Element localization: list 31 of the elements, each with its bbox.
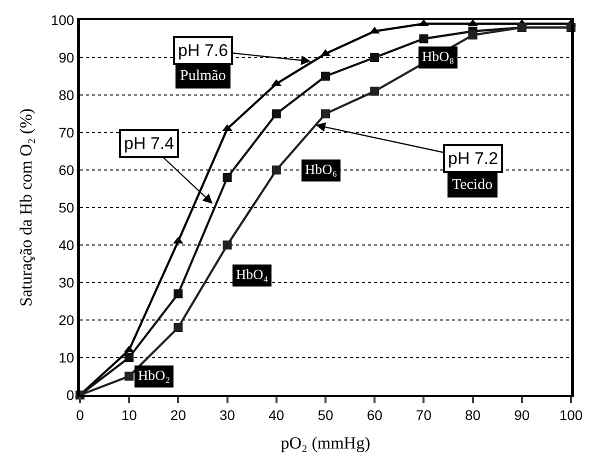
- annotation: pH 7.6 Pulmão: [178, 41, 228, 84]
- annotation: HbO₈: [422, 50, 454, 65]
- x-tick-label: 100: [559, 406, 583, 423]
- x-tick-label: 90: [514, 406, 530, 423]
- y-tick-label: 50: [58, 199, 74, 216]
- y-tick-label: 30: [58, 274, 74, 290]
- x-tick-label: 10: [121, 406, 138, 423]
- annotation: HbO₂: [138, 369, 170, 384]
- annotation: HbO₆: [305, 163, 338, 178]
- x-tick-label: 0: [76, 406, 84, 423]
- x-tick-label: 60: [366, 406, 383, 423]
- y-tick-label: 90: [58, 49, 74, 66]
- y-tick-label: 100: [50, 12, 74, 28]
- x-tick-label: 50: [318, 406, 334, 423]
- y-tick-label: 40: [58, 236, 74, 253]
- x-tick-label: 30: [220, 406, 236, 423]
- x-axis-title: pO₂ (mmHg): [280, 434, 370, 453]
- y-axis-title: Saturação da Hb com O₂ (%): [16, 108, 36, 307]
- y-tick-label: 60: [58, 162, 74, 178]
- y-tick-label: 0: [66, 386, 74, 403]
- annotation: HbO₄: [236, 268, 268, 283]
- x-tick-label: 40: [268, 406, 284, 423]
- annotation: pH 7.2 Tecido: [448, 149, 498, 193]
- annotation: pH 7.4: [124, 134, 174, 153]
- y-tick-label: 20: [58, 312, 74, 328]
- x-tick-label: 80: [465, 406, 481, 423]
- y-tick-label: 10: [58, 349, 74, 366]
- x-tick-label: 70: [416, 406, 432, 423]
- y-tick-label: 70: [58, 124, 74, 140]
- x-tick-label: 20: [170, 406, 186, 423]
- y-tick-label: 80: [58, 86, 74, 103]
